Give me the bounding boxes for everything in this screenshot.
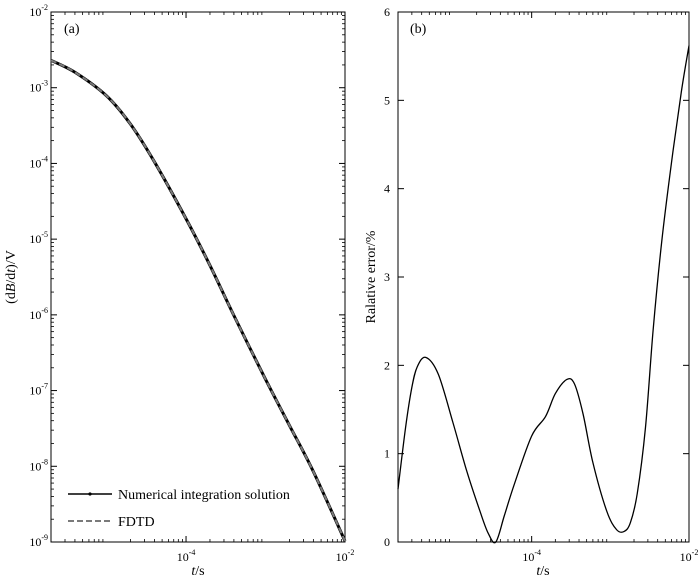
legend-label-fdtd: FDTD bbox=[118, 515, 155, 530]
y-tick-label: 3 bbox=[384, 270, 390, 284]
y-tick-label: 10-5 bbox=[29, 230, 48, 246]
series-line-fdtd bbox=[50, 59, 346, 542]
series-line-numerical-integration-solution bbox=[50, 58, 347, 542]
x-tick-label: 10-4 bbox=[522, 548, 541, 564]
x-axis-label-a: t/s bbox=[191, 564, 204, 579]
y-tick-label: 10-8 bbox=[29, 457, 48, 473]
legend-marker-numerical bbox=[88, 492, 92, 496]
x-axis-ticks-b: 10-4 10-2 bbox=[522, 12, 698, 564]
y-tick-label: 10-3 bbox=[29, 79, 48, 95]
series-lines-b bbox=[397, 45, 690, 544]
minor-ticks-a bbox=[51, 12, 345, 542]
y-axis-label-b: Ralative error/% bbox=[364, 230, 379, 323]
chart-panel-b: 0 1 2 3 4 5 6 10-4 10-2 (b) Ralative error/% t/… bbox=[364, 5, 698, 579]
y-tick-label: 10-7 bbox=[29, 382, 48, 398]
panel-label-a: (a) bbox=[64, 22, 80, 37]
y-tick-label: 2 bbox=[384, 358, 390, 372]
x-tick-label: 10-4 bbox=[177, 548, 196, 564]
legend: Numerical integration solution FDTD bbox=[68, 488, 290, 530]
minor-ticks-b bbox=[411, 12, 686, 542]
panel-label-b: (b) bbox=[410, 22, 427, 37]
plot-frame-a bbox=[50, 11, 346, 543]
y-tick-label: 4 bbox=[384, 182, 390, 196]
y-tick-label: 1 bbox=[384, 447, 390, 461]
series-lines-a bbox=[50, 58, 347, 542]
y-tick-label: 10-2 bbox=[29, 3, 48, 19]
x-axis-label-b: t/s bbox=[536, 564, 549, 579]
y-tick-label: 10-6 bbox=[29, 306, 48, 322]
x-tick-label: 10-2 bbox=[336, 548, 355, 564]
y-tick-label: 5 bbox=[384, 93, 390, 107]
y-tick-label: 10-4 bbox=[29, 154, 48, 170]
y-tick-label: 10-9 bbox=[29, 533, 48, 549]
chart-panel-a: 10-210-310-410-510-610-710-810-9 10-4 10-… bbox=[4, 3, 354, 579]
series-line-relative-error bbox=[397, 45, 690, 544]
x-axis-ticks-a: 10-4 10-2 bbox=[177, 12, 355, 564]
legend-label-numerical: Numerical integration solution bbox=[118, 488, 290, 503]
y-axis-ticks-b: 0 1 2 3 4 5 6 bbox=[384, 5, 689, 549]
plot-frame-b bbox=[397, 11, 690, 543]
x-tick-label: 10-2 bbox=[680, 548, 699, 564]
y-axis-label-a: (dB/dt)/V bbox=[4, 250, 19, 304]
y-tick-label: 6 bbox=[384, 5, 390, 19]
y-axis-ticks-a: 10-2 10-3 10-4 10-5 10-6 10-7 10-8 10-9 bbox=[29, 3, 345, 549]
y-tick-label: 0 bbox=[384, 535, 390, 549]
